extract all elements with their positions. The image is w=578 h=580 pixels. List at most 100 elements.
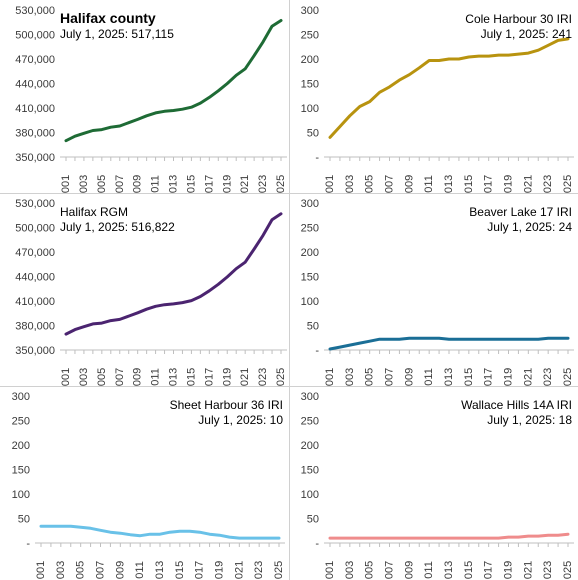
y-tick-label: - bbox=[26, 538, 30, 550]
chart-panel-1: 350,000 380,000 410,000 440,000 470,000 500,0… bbox=[0, 0, 289, 193]
x-tick-label: 2005 bbox=[364, 561, 376, 579]
x-tick-label: 2007 bbox=[384, 561, 396, 579]
y-tick-label: 150 bbox=[12, 465, 30, 477]
x-tick-label: 2001 bbox=[35, 561, 47, 579]
x-tick-label: 2013 bbox=[443, 561, 455, 579]
x-tick-label: 2009 bbox=[403, 368, 415, 386]
chart-svg: - 50 100 150 200 250 300 2001 2003 2005 2007 2009 20… bbox=[12, 391, 285, 579]
y-tick-label: 150 bbox=[301, 272, 319, 284]
x-tick-label: 2001 bbox=[60, 368, 72, 386]
x-tick-label: 2011 bbox=[423, 175, 435, 193]
x-tick-label: 2013 bbox=[443, 175, 455, 193]
x-tick-label: 2011 bbox=[150, 175, 162, 193]
chart-title: Halifax RGM bbox=[60, 205, 128, 219]
y-tick-label: 200 bbox=[301, 54, 319, 66]
x-tick-label: 2025 bbox=[273, 561, 285, 579]
x-tick-label: 2015 bbox=[463, 368, 475, 386]
chart-subtitle: July 1, 2025: 516,822 bbox=[60, 220, 175, 234]
y-tick-label: 100 bbox=[301, 296, 319, 308]
x-tick-label: 2009 bbox=[132, 175, 144, 193]
x-tick-label: 2021 bbox=[239, 368, 251, 386]
x-tick-label: 2017 bbox=[203, 175, 215, 193]
y-tick-label: 150 bbox=[301, 79, 319, 91]
chart-svg: 350,000 380,000 410,000 440,000 470,000 500,0… bbox=[15, 198, 287, 386]
y-tick-label: 470,000 bbox=[15, 54, 55, 66]
x-tick-label: 2005 bbox=[75, 561, 87, 579]
x-tick-label: 2021 bbox=[233, 561, 245, 579]
chart-panel-2: - 50 100 150 200 250 300 2001 2003 2005 2007 2009 20… bbox=[289, 0, 578, 193]
y-tick-label: - bbox=[315, 152, 319, 164]
chart-title: Halifax county bbox=[60, 10, 156, 26]
y-tick-label: 200 bbox=[12, 440, 30, 452]
x-tick-label: 2023 bbox=[253, 561, 265, 579]
y-tick-label: - bbox=[315, 538, 319, 550]
x-tick-label: 2001 bbox=[324, 368, 336, 386]
x-tick-label: 2023 bbox=[257, 368, 269, 386]
y-tick-label: 300 bbox=[12, 391, 30, 403]
y-tick-label: 50 bbox=[307, 321, 319, 333]
x-tick-label: 2019 bbox=[221, 368, 233, 386]
x-tick-label: 2017 bbox=[483, 561, 495, 579]
y-tick-label: 440,000 bbox=[15, 79, 55, 91]
x-tick-label: 2021 bbox=[239, 175, 251, 193]
chart-subtitle: July 1, 2025: 18 bbox=[487, 413, 572, 427]
x-tick-label: 2001 bbox=[324, 561, 336, 579]
y-tick-label: 100 bbox=[12, 489, 30, 501]
x-tick-label: 2009 bbox=[132, 368, 144, 386]
x-tick-label: 2025 bbox=[562, 175, 574, 193]
x-tick-label: 2009 bbox=[114, 561, 126, 579]
panel-divider bbox=[0, 193, 578, 194]
y-tick-label: 300 bbox=[301, 391, 319, 403]
chart-svg: - 50 100 150 200 250 300 2001 2003 2005 2007 2009 20… bbox=[301, 5, 574, 193]
x-tick-label: 2007 bbox=[384, 368, 396, 386]
x-tick-label: 2013 bbox=[168, 175, 180, 193]
chart-svg: - 50 100 150 200 250 300 2001 2003 2005 2007 2009 20… bbox=[301, 391, 574, 579]
x-tick-label: 2007 bbox=[114, 175, 126, 193]
chart-title: Beaver Lake 17 IRI bbox=[469, 205, 572, 219]
x-tick-label: 2019 bbox=[503, 368, 515, 386]
x-tick-label: 2025 bbox=[562, 561, 574, 579]
y-tick-label: 250 bbox=[301, 416, 319, 428]
y-tick-label: 530,000 bbox=[15, 198, 55, 210]
series-line bbox=[328, 336, 570, 351]
chart-title: Cole Harbour 30 IRI bbox=[465, 12, 572, 26]
y-tick-label: 350,000 bbox=[15, 152, 55, 164]
chart-panel-6: - 50 100 150 200 250 300 2001 2003 2005 2007 2009 20… bbox=[289, 386, 578, 579]
x-tick-label: 2017 bbox=[194, 561, 206, 579]
series-line bbox=[64, 212, 283, 336]
chart-panel-3: 350,000 380,000 410,000 440,000 470,000 500,0… bbox=[0, 193, 289, 386]
x-tick-label: 2003 bbox=[78, 175, 90, 193]
x-tick-label: 2003 bbox=[344, 368, 356, 386]
y-tick-label: 500,000 bbox=[15, 223, 55, 235]
x-tick-label: 2013 bbox=[168, 368, 180, 386]
y-tick-label: 500,000 bbox=[15, 30, 55, 42]
x-tick-label: 2011 bbox=[150, 368, 162, 386]
x-tick-label: 2011 bbox=[423, 368, 435, 386]
x-tick-label: 2023 bbox=[542, 175, 554, 193]
x-tick-label: 2023 bbox=[542, 561, 554, 579]
chart-panel-4: - 50 100 150 200 250 300 2001 2003 2005 2007 2009 20… bbox=[289, 193, 578, 386]
x-tick-label: 2015 bbox=[463, 561, 475, 579]
y-tick-label: - bbox=[315, 345, 319, 357]
x-tick-label: 2001 bbox=[324, 175, 336, 193]
x-tick-label: 2003 bbox=[344, 561, 356, 579]
x-tick-label: 2009 bbox=[403, 561, 415, 579]
x-tick-label: 2021 bbox=[522, 368, 534, 386]
series-line bbox=[64, 19, 283, 143]
chart-subtitle: July 1, 2025: 241 bbox=[481, 27, 573, 41]
x-tick-label: 2013 bbox=[154, 561, 166, 579]
x-tick-label: 2003 bbox=[55, 561, 67, 579]
x-tick-label: 2005 bbox=[364, 175, 376, 193]
chart-subtitle: July 1, 2025: 24 bbox=[487, 220, 572, 234]
x-tick-label: 2021 bbox=[522, 175, 534, 193]
series-line bbox=[39, 524, 281, 540]
y-tick-label: 410,000 bbox=[15, 296, 55, 308]
x-tick-label: 2019 bbox=[503, 561, 515, 579]
y-tick-label: 200 bbox=[301, 247, 319, 259]
x-tick-label: 2019 bbox=[214, 561, 226, 579]
x-tick-label: 2003 bbox=[344, 175, 356, 193]
x-tick-label: 2023 bbox=[542, 368, 554, 386]
panel-divider bbox=[289, 0, 290, 580]
x-tick-label: 2013 bbox=[443, 368, 455, 386]
